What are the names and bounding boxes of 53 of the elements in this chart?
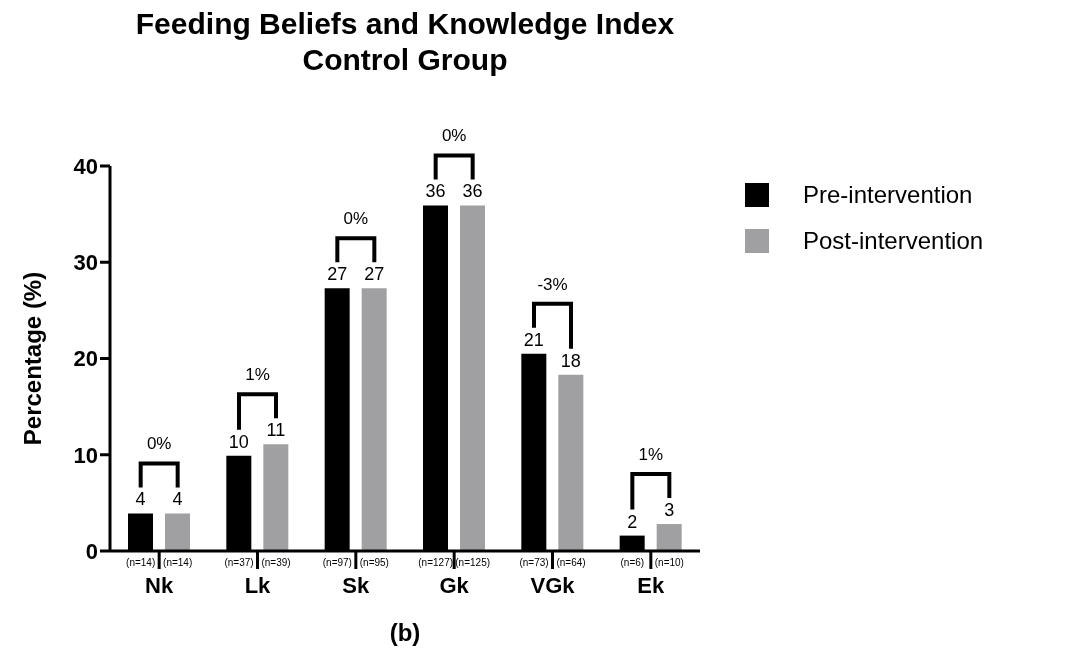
bar — [558, 374, 584, 551]
bar — [263, 444, 289, 551]
annotation: 1% — [638, 445, 664, 465]
text: (n=14) — [126, 557, 156, 568]
x-tick-label: Lk — [244, 573, 272, 598]
y-tick-label: 0 — [85, 538, 98, 564]
data-label: 18 — [560, 350, 581, 371]
data-label: 4 — [135, 489, 146, 510]
data-label: 27 — [327, 264, 348, 285]
text: (n=73) — [519, 557, 549, 568]
data-label: 27 — [364, 264, 385, 285]
data-label: 11 — [266, 420, 286, 441]
text: (b) — [389, 619, 421, 646]
y-tick-label: 40 — [73, 153, 98, 179]
text: (n=97) — [322, 557, 352, 568]
data-label: 36 — [425, 181, 446, 202]
data-label: 4 — [172, 489, 183, 510]
data-label: 36 — [462, 181, 483, 202]
text: (n=14) — [163, 557, 193, 568]
annotation: -3% — [537, 274, 568, 294]
chart-subtitle: Control Group — [301, 42, 509, 78]
y-tick-label: 20 — [73, 346, 98, 372]
data-label: 10 — [228, 431, 249, 452]
legend-label: Pre-intervention — [803, 181, 973, 209]
x-tick-label: VGk — [530, 573, 576, 598]
annotation: 0% — [146, 434, 172, 454]
x-tick-label: Ek — [637, 573, 666, 598]
text: (n=37) — [224, 557, 254, 568]
annotation: 1% — [245, 365, 270, 385]
x-tick-label: Gk — [439, 573, 470, 598]
y-tick-label: 30 — [73, 250, 98, 276]
text: (n=10) — [654, 557, 684, 568]
data-label: 21 — [523, 329, 544, 350]
y-tick-label: 10 — [73, 442, 98, 468]
bar — [361, 288, 387, 551]
bar — [656, 524, 682, 551]
text: (n=6) — [620, 557, 645, 568]
x-tick-label: Nk — [145, 573, 174, 598]
bar — [165, 513, 190, 551]
annotation: 0% — [343, 209, 369, 229]
text: (n=125) — [455, 557, 491, 568]
legend-label: Post-intervention — [803, 227, 984, 255]
x-tick-label: Sk — [342, 573, 371, 598]
data-label: 3 — [664, 500, 675, 521]
text: (n=39) — [261, 557, 291, 568]
data-label: 2 — [627, 511, 638, 532]
y-axis-title: Percentage (%) — [18, 271, 46, 446]
text: (n=127) — [418, 557, 454, 568]
text: (n=64) — [556, 557, 586, 568]
chart-title: Feeding Beliefs and Knowledge Index — [134, 6, 676, 42]
text: (n=95) — [359, 557, 389, 568]
bar — [460, 205, 485, 551]
text: 0% — [441, 126, 467, 146]
